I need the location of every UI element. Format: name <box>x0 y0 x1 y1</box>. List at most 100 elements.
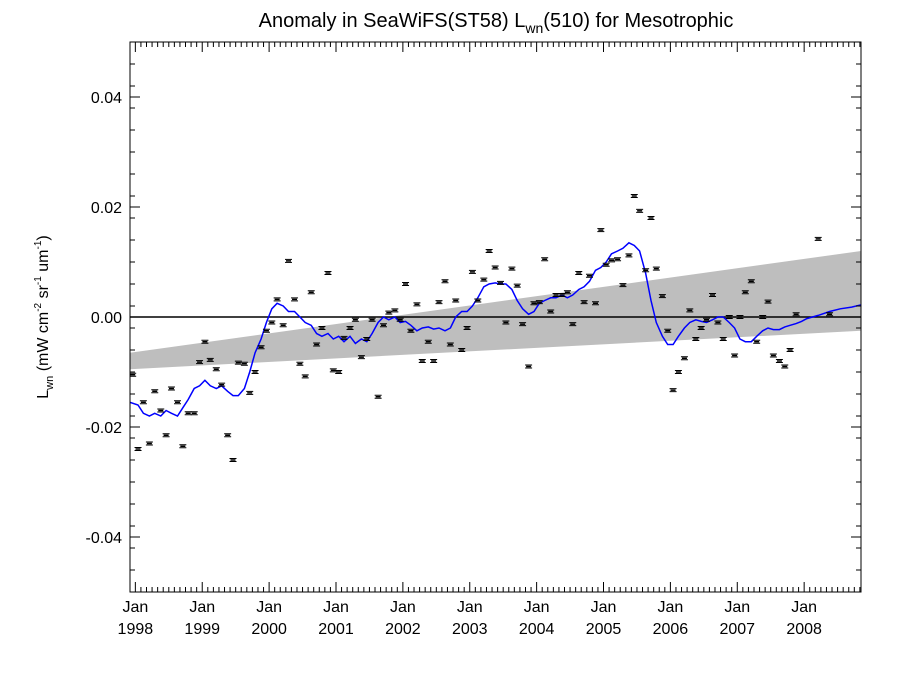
data-point <box>591 301 599 306</box>
y-axis-label-units-open: (mW cm <box>35 312 52 376</box>
data-point <box>781 364 789 369</box>
x-tick-label-year: 1998 <box>118 621 154 638</box>
data-point <box>179 444 187 449</box>
data-point <box>318 326 326 330</box>
y-tick-label: -0.04 <box>86 530 123 547</box>
data-point <box>257 345 265 350</box>
data-point <box>162 433 170 438</box>
data-point <box>575 271 583 275</box>
x-tick-label-month: Jan <box>256 599 282 616</box>
data-point <box>190 411 198 416</box>
data-point <box>674 370 682 374</box>
data-point <box>184 411 192 416</box>
data-point <box>491 265 499 270</box>
y-tick-label: 0.02 <box>91 200 122 217</box>
data-point <box>335 370 343 374</box>
data-point <box>563 290 571 295</box>
data-point <box>642 268 650 273</box>
x-tick-label-month: Jan <box>524 599 550 616</box>
data-point <box>385 310 393 315</box>
data-point <box>530 301 538 306</box>
data-point <box>519 322 527 327</box>
x-tick-label-year: 2003 <box>452 621 488 638</box>
data-point <box>407 328 415 333</box>
x-tick-label-month: Jan <box>457 599 483 616</box>
data-point <box>697 326 705 330</box>
y-tick-label: -0.02 <box>86 420 123 437</box>
data-point <box>547 309 555 314</box>
data-point <box>424 339 432 344</box>
data-point <box>731 353 739 358</box>
data-point <box>240 361 248 366</box>
chart-title-tail: (510) for Mesotrophic <box>543 10 733 32</box>
x-tick-labels: Jan 1998 Jan 1999 Jan 2000 Jan 2001 Jan 2002 Jan 20… <box>118 599 822 638</box>
data-point <box>196 360 204 365</box>
data-point <box>747 279 755 284</box>
data-point <box>480 277 488 282</box>
data-point <box>709 293 717 297</box>
y-axis-label-exp3: -1 <box>33 240 44 249</box>
data-point <box>692 337 700 341</box>
x-tick-label-year: 2008 <box>786 621 822 638</box>
x-tick-label-month: Jan <box>122 599 148 616</box>
data-point <box>413 302 421 307</box>
x-tick-label-year: 2004 <box>519 621 555 638</box>
data-point <box>535 300 543 305</box>
data-point <box>474 298 482 303</box>
x-tick-label-year: 2005 <box>586 621 622 638</box>
data-point <box>402 282 410 286</box>
x-tick-label-year: 2002 <box>385 621 421 638</box>
data-point <box>458 348 466 352</box>
y-tick-labels: -0.04 -0.02 0.00 0.02 0.04 <box>86 90 123 547</box>
data-point <box>218 382 226 387</box>
data-point <box>151 389 159 394</box>
data-point <box>664 328 672 333</box>
data-point <box>201 339 209 344</box>
chart-title-sub: wn <box>524 20 543 36</box>
data-point <box>669 388 677 393</box>
data-point <box>647 216 655 220</box>
data-point <box>346 326 354 330</box>
y-tick-label: 0.00 <box>91 310 122 327</box>
data-point <box>296 361 304 366</box>
x-tick-label-year: 2006 <box>653 621 689 638</box>
x-tick-label-year: 2007 <box>719 621 755 638</box>
data-point <box>396 317 404 322</box>
chart-title-main: Anomaly in SeaWiFS(ST58) L <box>259 10 526 32</box>
data-point <box>173 400 181 405</box>
data-point <box>246 390 254 395</box>
data-point <box>212 367 220 372</box>
data-point <box>234 360 242 365</box>
data-point <box>224 433 232 438</box>
data-point <box>580 300 588 305</box>
data-point <box>307 290 315 295</box>
data-point <box>301 374 309 379</box>
x-tick-label-month: Jan <box>791 599 817 616</box>
x-tick-label-month: Jan <box>724 599 750 616</box>
data-point <box>363 337 371 341</box>
data-point <box>145 441 153 446</box>
data-point <box>753 339 761 344</box>
data-point <box>764 299 772 304</box>
data-point <box>391 308 399 313</box>
data-point <box>368 317 376 322</box>
data-point <box>418 359 426 363</box>
data-point <box>452 298 460 303</box>
x-tick-label-year: 2000 <box>251 621 287 638</box>
data-point <box>513 283 521 288</box>
data-point <box>285 258 293 263</box>
y-axis-label-units-mid1: sr <box>35 284 52 302</box>
data-point <box>157 408 165 413</box>
data-point <box>658 294 666 299</box>
data-point <box>279 323 287 328</box>
x-tick-label-month: Jan <box>657 599 683 616</box>
data-point <box>139 400 147 405</box>
y-axis-label-units-mid2: um <box>35 250 52 277</box>
data-points <box>130 194 834 462</box>
data-point <box>719 337 727 341</box>
data-point <box>167 386 175 391</box>
data-point <box>636 208 644 213</box>
data-point <box>351 317 359 322</box>
smoothed-line-path <box>130 241 861 417</box>
